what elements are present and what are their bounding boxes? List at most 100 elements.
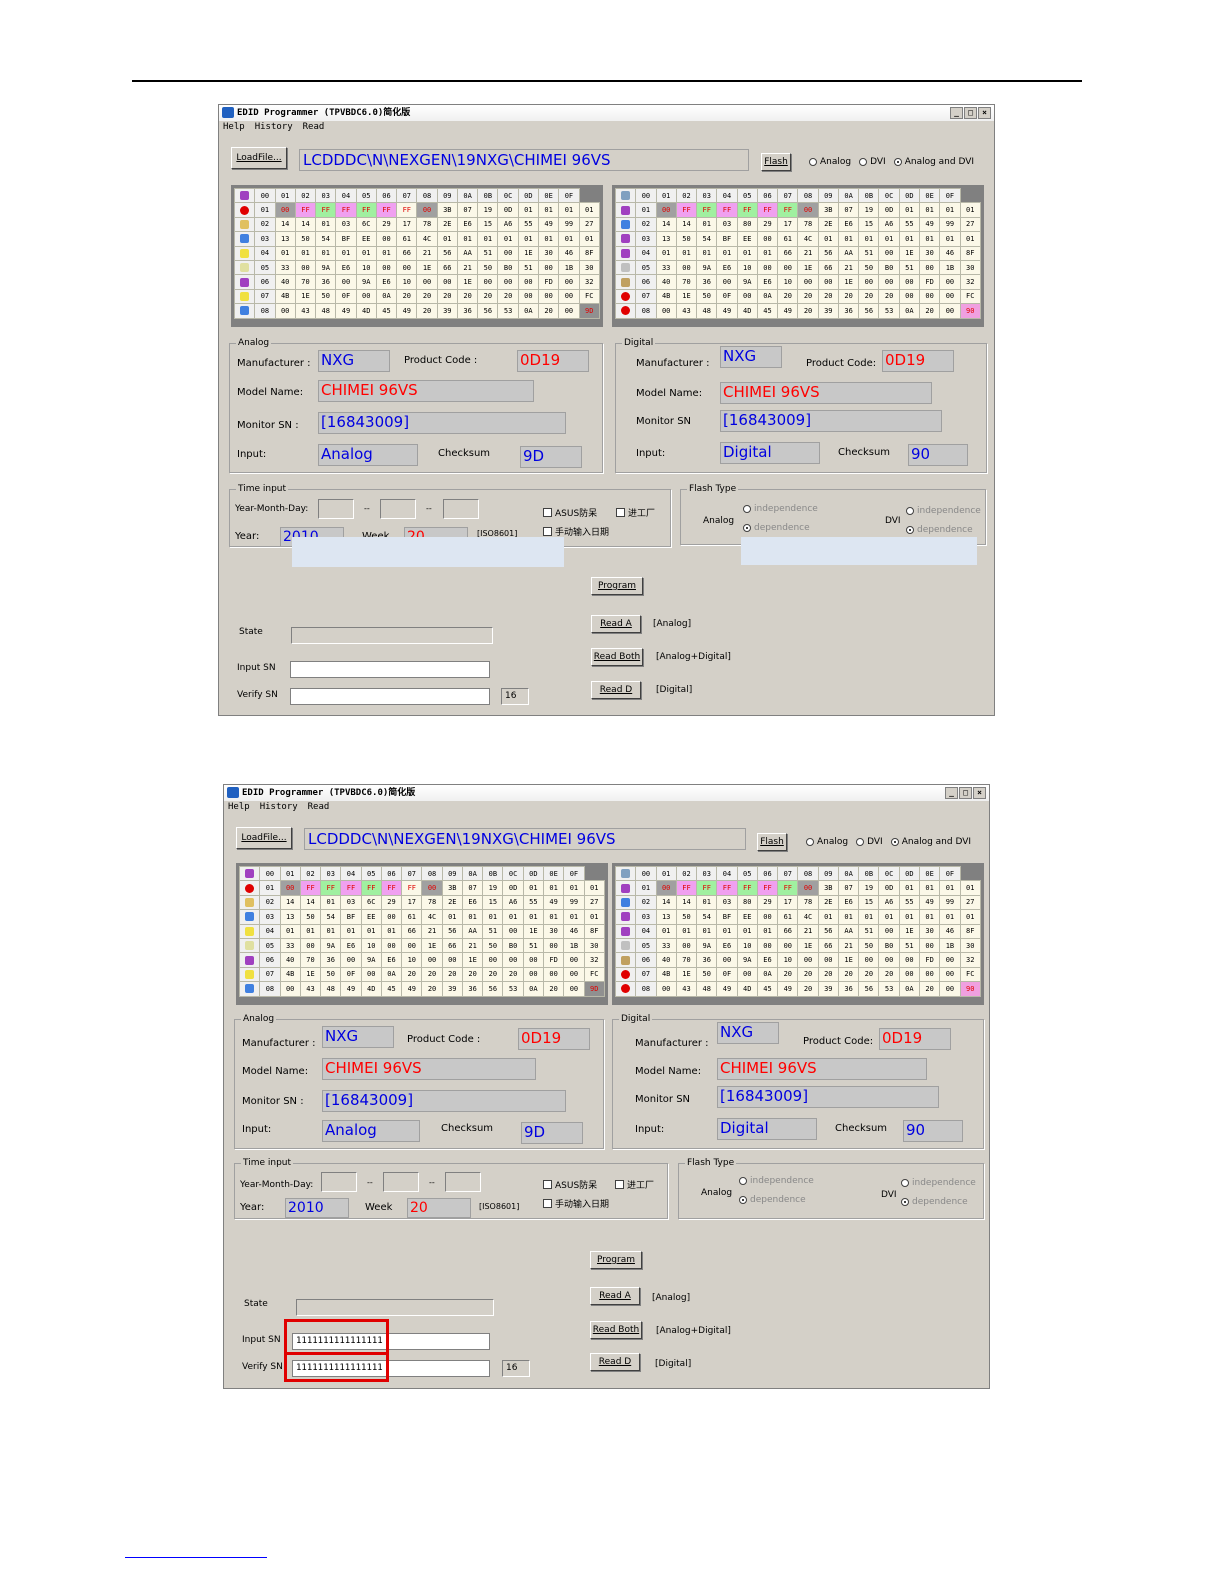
hex-cell[interactable]: 2E [436, 216, 458, 233]
hex-cell[interactable]: 00 [517, 274, 540, 290]
hex-cell[interactable]: 0A [375, 288, 398, 305]
hex-cell[interactable]: 00 [340, 952, 362, 968]
hex-cell[interactable]: 01 [898, 231, 921, 247]
hex-cell[interactable]: 00 [655, 303, 677, 319]
hex-cell[interactable]: 39 [436, 303, 458, 319]
hex-cell[interactable]: 00 [655, 981, 677, 997]
hex-cell[interactable]: 20 [837, 966, 860, 983]
hex-cell[interactable]: 30 [543, 923, 565, 939]
hex-cell[interactable]: 1E [797, 259, 819, 276]
hex-cell[interactable]: 48 [696, 981, 718, 997]
hex-cell[interactable]: 50 [320, 966, 342, 983]
hex-cell[interactable]: 15 [858, 216, 880, 233]
hex-cell[interactable]: FF [315, 202, 337, 218]
hex-cell[interactable]: 00 [563, 966, 585, 983]
hex-cell[interactable]: 00 [421, 880, 443, 896]
hex-cell[interactable]: 39 [817, 303, 839, 319]
hex-cell[interactable]: 40 [274, 274, 296, 290]
hex-cell[interactable]: 36 [696, 952, 718, 968]
hex-cell[interactable]: 00 [416, 202, 438, 218]
hex-cell[interactable]: 00 [375, 259, 398, 276]
hex-cell[interactable]: 01 [959, 880, 982, 896]
hex-cell[interactable]: 00 [716, 952, 738, 968]
asus-checkbox[interactable]: ASUS防呆 [543, 1178, 597, 1191]
hex-cell[interactable]: 00 [898, 274, 921, 290]
hex-cell[interactable]: 01 [898, 880, 921, 896]
hex-cell[interactable]: 20 [878, 288, 900, 305]
day-field[interactable] [443, 499, 479, 519]
hex-cell[interactable]: 46 [563, 923, 585, 939]
hex-cell[interactable]: 01 [817, 909, 839, 925]
program-button[interactable]: Program [590, 1251, 642, 1269]
hex-cell[interactable]: 00 [543, 937, 565, 954]
hex-cell[interactable]: 01 [939, 880, 961, 896]
hex-cell[interactable]: 50 [315, 288, 337, 305]
hex-cell[interactable]: EE [736, 909, 758, 925]
hex-cell[interactable]: 27 [959, 894, 982, 911]
hex-cell[interactable]: 00 [380, 909, 403, 925]
hex-cell[interactable]: 45 [380, 981, 403, 997]
hex-cell[interactable]: 00 [878, 923, 900, 939]
hex-cell[interactable]: 00 [817, 952, 839, 968]
hex-cell[interactable]: 4B [655, 966, 677, 983]
hex-cell[interactable]: 36 [461, 981, 484, 997]
hex-cell[interactable]: 01 [497, 231, 519, 247]
hex-cell[interactable]: 20 [817, 288, 839, 305]
hex-cell[interactable]: 00 [380, 937, 403, 954]
hex-cell[interactable]: 20 [797, 966, 819, 983]
hex-cell[interactable]: BF [716, 909, 738, 925]
hex-cell[interactable]: E6 [340, 937, 362, 954]
hex-cell[interactable]: E6 [716, 259, 738, 276]
hex-cell[interactable]: 00 [756, 909, 779, 925]
hex-cell[interactable]: 00 [919, 259, 941, 276]
hex-cell[interactable]: FF [299, 880, 322, 896]
hex-cell[interactable]: 30 [959, 937, 982, 954]
hex-cell[interactable]: 54 [320, 909, 342, 925]
hex-cell[interactable]: 17 [777, 894, 799, 911]
hex-cell[interactable]: 14 [655, 894, 677, 911]
hex-cell[interactable]: 43 [675, 303, 698, 319]
hex-cell[interactable]: 01 [320, 923, 342, 939]
hex-cell[interactable]: 01 [959, 202, 982, 218]
hex-cell[interactable]: 01 [756, 245, 779, 261]
hex-cell[interactable]: FF [696, 880, 718, 896]
hex-cell[interactable]: 00 [563, 952, 585, 968]
hex-cell[interactable]: 00 [797, 880, 819, 896]
hex-cell[interactable]: 03 [340, 894, 362, 911]
hex-cell[interactable]: 00 [279, 981, 301, 997]
hex-cell[interactable]: E6 [375, 274, 398, 290]
hex-cell[interactable]: 01 [375, 245, 398, 261]
analog-dependence-radio[interactable]: dependence [739, 1195, 806, 1205]
hex-cell[interactable]: 10 [736, 259, 758, 276]
hex-cell[interactable]: 01 [858, 231, 880, 247]
hex-cell[interactable]: E6 [335, 259, 357, 276]
hex-cell[interactable]: B0 [502, 937, 524, 954]
hex-cell[interactable]: 49 [716, 303, 738, 319]
hex-cell[interactable]: 8F [578, 245, 601, 261]
hex-cell[interactable]: 20 [878, 966, 900, 983]
hex-cell[interactable]: 49 [335, 303, 357, 319]
hex-cell[interactable]: 1B [939, 259, 961, 276]
hex-cell[interactable]: 00 [898, 288, 921, 305]
hex-cell[interactable]: 01 [858, 909, 880, 925]
hex-cell[interactable]: 01 [335, 245, 357, 261]
hex-cell[interactable]: E6 [380, 952, 403, 968]
hex-cell[interactable]: 0F [716, 966, 738, 983]
hex-cell[interactable]: 50 [477, 259, 499, 276]
input-sn-field[interactable]: 1111111111111111 [292, 1333, 490, 1350]
hex-cell[interactable]: 01 [517, 231, 540, 247]
read-d-button[interactable]: Read D [590, 1353, 640, 1371]
hex-cell[interactable]: 03 [335, 216, 357, 233]
hex-cell[interactable]: 51 [858, 245, 880, 261]
hex-cell[interactable]: B0 [878, 937, 900, 954]
hex-cell[interactable]: 0A [898, 981, 921, 997]
hex-cell[interactable]: 0A [756, 288, 779, 305]
hex-cell[interactable]: 00 [355, 288, 377, 305]
hex-cell[interactable]: 00 [756, 259, 779, 276]
month-field[interactable] [380, 499, 416, 519]
hex-cell[interactable]: 01 [563, 909, 585, 925]
hex-cell[interactable]: 01 [959, 231, 982, 247]
hex-cell[interactable]: 13 [655, 909, 677, 925]
hex-cell[interactable]: 00 [558, 303, 580, 319]
hex-cell[interactable]: 4D [355, 303, 377, 319]
